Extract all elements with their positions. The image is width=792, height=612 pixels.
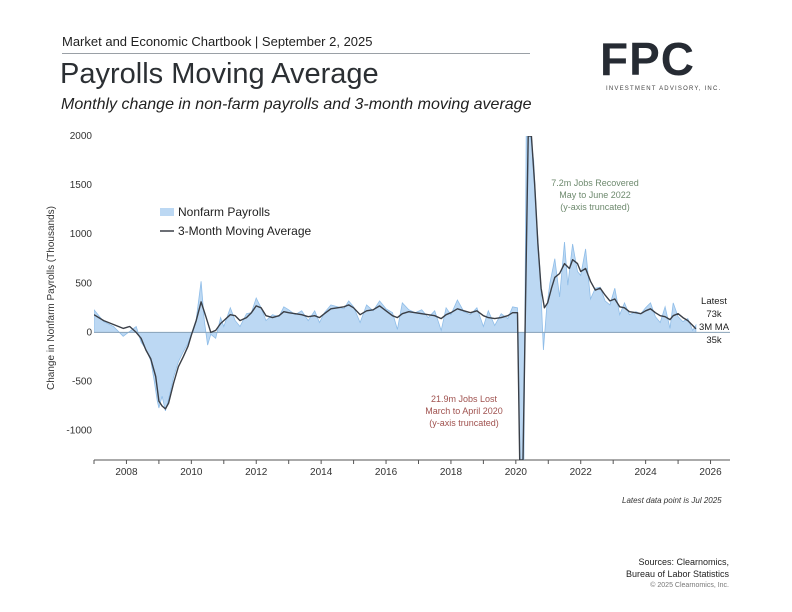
- latest-ma-label: 3M MA: [699, 322, 730, 333]
- y-axis-ticks: 2000 1500 1000 500 0 -500 -1000: [66, 131, 92, 437]
- chart-title: Payrolls Moving Average: [60, 58, 379, 90]
- moving-average-line: [94, 136, 697, 460]
- annotation-recovered-line2: May to June 2022: [559, 190, 631, 200]
- x-tick-label: 2022: [570, 467, 593, 478]
- annotation-lost-line1: 21.9m Jobs Lost: [431, 394, 498, 404]
- legend-label-ma: 3-Month Moving Average: [178, 224, 312, 238]
- sources: Sources: Clearnomics, Bureau of Labor St…: [626, 556, 729, 592]
- x-tick-label: 2008: [115, 467, 138, 478]
- x-tick-label: 2026: [699, 467, 722, 478]
- fpc-logo: FPC INVESTMENT ADVISORY, INC.: [600, 36, 730, 92]
- annotation-recovered: 7.2m Jobs Recovered May to June 2022 (y-…: [551, 178, 639, 212]
- x-tick-label: 2012: [245, 467, 268, 478]
- y-tick-label: -500: [72, 376, 92, 387]
- legend-label-payrolls: Nonfarm Payrolls: [178, 205, 270, 219]
- annotation-recovered-line1: 7.2m Jobs Recovered: [551, 178, 639, 188]
- annotation-lost: 21.9m Jobs Lost March to April 2020 (y-a…: [425, 394, 503, 428]
- x-tick-label: 2016: [375, 467, 398, 478]
- annotation-lost-line3: (y-axis truncated): [429, 418, 499, 428]
- y-tick-label: 0: [86, 327, 92, 338]
- sources-line-1: Sources: Clearnomics,: [638, 557, 729, 567]
- y-tick-label: 1000: [70, 229, 93, 240]
- legend-swatch-payrolls: [160, 208, 174, 216]
- sources-line-2: Bureau of Labor Statistics: [625, 569, 729, 579]
- latest-ma-value: 35k: [706, 335, 722, 346]
- y-tick-label: 500: [75, 278, 92, 289]
- y-tick-label: -1000: [66, 426, 92, 437]
- y-tick-label: 1500: [70, 180, 93, 191]
- x-tick-label: 2018: [440, 467, 463, 478]
- logo-subtitle: INVESTMENT ADVISORY, INC.: [606, 86, 722, 92]
- logo-mark: FPC: [600, 33, 695, 85]
- latest-data-note: Latest data point is Jul 2025: [622, 496, 722, 505]
- latest-values: Latest 73k 3M MA 35k: [699, 296, 730, 346]
- latest-label: Latest: [701, 296, 727, 307]
- x-tick-label: 2024: [635, 467, 658, 478]
- x-tick-label: 2010: [180, 467, 203, 478]
- x-tick-label: 2020: [505, 467, 528, 478]
- chart-subtitle: Monthly change in non-farm payrolls and …: [61, 96, 532, 113]
- header-divider: [62, 53, 530, 54]
- y-axis-label: Change in Nonfarm Payrolls (Thousands): [46, 206, 57, 390]
- copyright: © 2025 Clearnomics, Inc.: [650, 582, 729, 589]
- latest-payrolls-value: 73k: [706, 309, 722, 320]
- annotation-recovered-line3: (y-axis truncated): [560, 202, 630, 212]
- x-tick-label: 2014: [310, 467, 333, 478]
- y-tick-label: 2000: [70, 131, 93, 142]
- chartbook-header: Market and Economic Chartbook | Septembe…: [62, 34, 373, 49]
- legend: Nonfarm Payrolls 3-Month Moving Average: [160, 205, 312, 238]
- x-axis: 2008 2010 2012 2014 2016 2018 2020 2022 2024 2026: [93, 459, 730, 478]
- annotation-lost-line2: March to April 2020: [425, 406, 503, 416]
